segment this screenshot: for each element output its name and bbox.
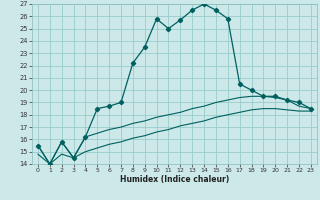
X-axis label: Humidex (Indice chaleur): Humidex (Indice chaleur) xyxy=(120,175,229,184)
